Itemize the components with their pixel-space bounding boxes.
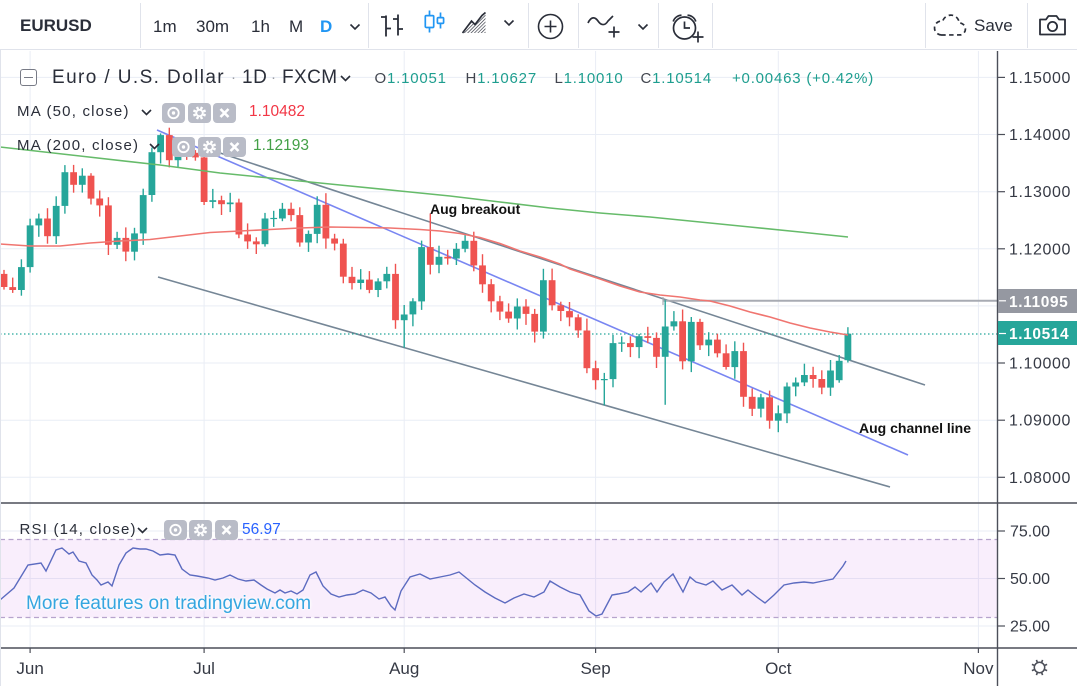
svg-text:1.14000: 1.14000 [1009, 127, 1071, 144]
svg-text:25.00: 25.00 [1010, 619, 1050, 636]
svg-text:50.00: 50.00 [1010, 571, 1050, 588]
svg-text:Nov: Nov [963, 659, 994, 678]
svg-text:Sep: Sep [580, 659, 610, 678]
svg-text:75.00: 75.00 [1010, 524, 1050, 541]
svg-text:1.11095: 1.11095 [1009, 294, 1068, 311]
svg-text:1.08000: 1.08000 [1009, 470, 1071, 487]
svg-text:1.13000: 1.13000 [1009, 184, 1071, 201]
svg-text:Oct: Oct [765, 659, 792, 678]
svg-text:1.10000: 1.10000 [1009, 356, 1071, 373]
svg-text:1.09000: 1.09000 [1009, 413, 1071, 430]
svg-text:Aug: Aug [389, 659, 419, 678]
svg-text:1.15000: 1.15000 [1009, 70, 1071, 87]
svg-text:Jun: Jun [16, 659, 43, 678]
svg-text:1.12000: 1.12000 [1009, 241, 1071, 258]
svg-text:Jul: Jul [193, 659, 215, 678]
svg-text:1.10514: 1.10514 [1009, 326, 1069, 343]
